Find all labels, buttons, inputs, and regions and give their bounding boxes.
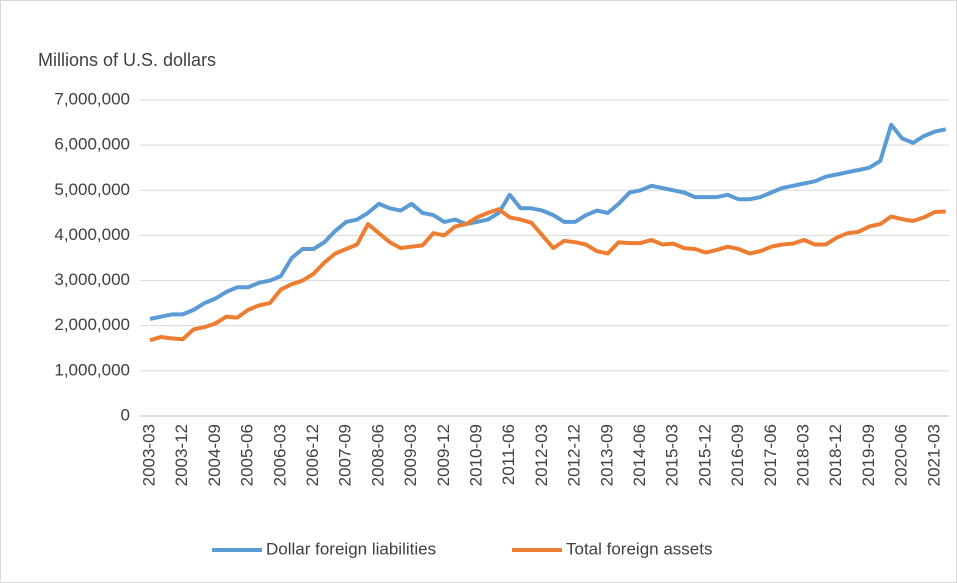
x-tick-label: 2008-06 bbox=[368, 424, 387, 486]
x-tick-label: 2006-03 bbox=[270, 424, 289, 486]
x-tick-label: 2021-03 bbox=[924, 424, 943, 486]
x-tick-label: 2011-06 bbox=[499, 424, 518, 485]
x-tick-label: 2012-03 bbox=[532, 424, 551, 486]
x-tick-label: 2010-09 bbox=[466, 424, 485, 486]
x-tick-label: 2013-09 bbox=[597, 424, 616, 486]
x-tick-label: 2005-06 bbox=[238, 424, 257, 486]
legend-label: Total foreign assets bbox=[566, 539, 712, 558]
x-tick-label: 2003-03 bbox=[139, 424, 158, 486]
x-tick-label: 2003-12 bbox=[172, 424, 191, 486]
x-tick-label: 2018-12 bbox=[826, 424, 845, 486]
y-tick-label: 5,000,000 bbox=[54, 180, 130, 199]
x-tick-label: 2014-06 bbox=[630, 424, 649, 486]
x-tick-label: 2018-03 bbox=[793, 424, 812, 486]
x-tick-label: 2020-06 bbox=[892, 424, 911, 486]
y-axis-title: Millions of U.S. dollars bbox=[38, 50, 216, 70]
legend-label: Dollar foreign liabilities bbox=[266, 539, 436, 558]
y-tick-label: 0 bbox=[121, 405, 130, 424]
x-tick-label: 2015-12 bbox=[695, 424, 714, 486]
line-series bbox=[149, 207, 946, 343]
x-tick-label: 2017-06 bbox=[761, 424, 780, 486]
x-tick-label: 2019-09 bbox=[859, 424, 878, 486]
x-tick-label: 2009-12 bbox=[434, 424, 453, 486]
y-tick-label: 1,000,000 bbox=[54, 360, 130, 379]
x-tick-label: 2009-03 bbox=[401, 424, 420, 486]
x-tick-label: 2016-09 bbox=[728, 424, 747, 486]
x-tick-label: 2006-12 bbox=[303, 424, 322, 486]
x-tick-label: 2012-12 bbox=[565, 424, 584, 486]
x-tick-label: 2004-09 bbox=[205, 424, 224, 486]
line-series bbox=[149, 122, 947, 321]
y-tick-label: 3,000,000 bbox=[54, 270, 130, 289]
y-tick-label: 2,000,000 bbox=[54, 315, 130, 334]
y-tick-label: 4,000,000 bbox=[54, 225, 130, 244]
x-tick-label: 2007-09 bbox=[336, 424, 355, 486]
x-tick-label: 2015-03 bbox=[663, 424, 682, 486]
y-tick-label: 6,000,000 bbox=[54, 135, 130, 154]
y-tick-label: 7,000,000 bbox=[54, 89, 130, 108]
